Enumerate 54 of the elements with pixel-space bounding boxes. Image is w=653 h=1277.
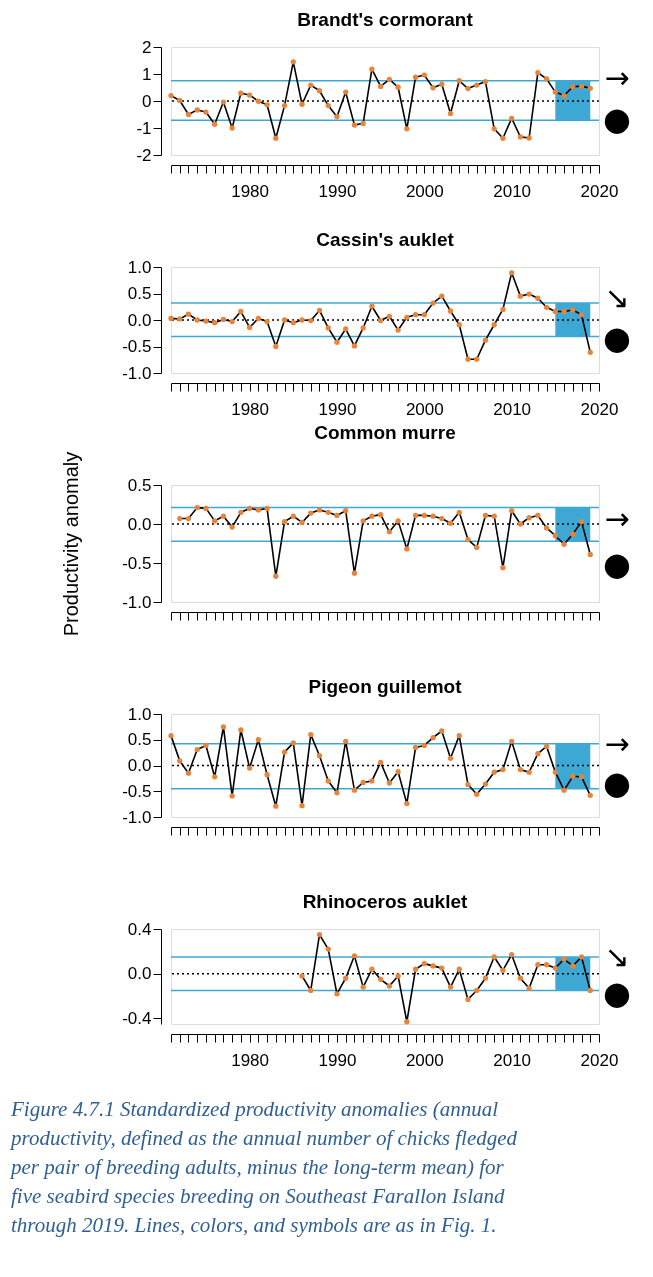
y-tick-label: 1 [142,64,152,84]
text: → [604,725,630,761]
y-tick-label: -0.5 [122,337,152,356]
y-tick-label: 0.0 [127,514,152,534]
x-tick-label: 1990 [318,1050,357,1070]
y-tick-label: 0.0 [127,310,152,330]
x-tick-label: 1980 [231,181,270,201]
y-tick-label: -1.0 [122,807,152,827]
y-tick-label: 0.5 [127,475,152,495]
x-tick-label: 2000 [405,399,444,419]
text: ● [603,319,631,358]
x-tick-label: 1990 [318,181,357,201]
text: ↘ [604,938,630,974]
y-tick-label: -1.0 [122,592,152,612]
y-tick-label: 1.0 [127,704,152,724]
x-tick-label: 1980 [231,399,270,419]
x-tick-label: 2000 [405,1050,444,1070]
y-tick-label: 0.5 [127,730,152,750]
y-tick-label: -0.5 [122,553,152,573]
y-tick-label: 0.5 [127,284,152,303]
text: ↘ [604,279,630,315]
y-tick-label: 0.0 [127,964,152,984]
chart-title: Pigeon guillemot [308,676,463,697]
y-tick-label: -0.4 [122,1008,152,1028]
y-tick-label: 2 [142,37,152,57]
text: ● [603,100,631,139]
x-tick-label: 2000 [405,181,444,201]
x-tick-label: 2020 [580,1050,619,1070]
chart-title: Rhinoceros auklet [302,891,469,912]
x-tick-label: 2010 [493,399,532,419]
chart-title: Common murre [314,422,456,444]
x-tick-label: 2010 [493,1050,532,1070]
x-tick-label: 1980 [231,1050,270,1070]
text: → [604,60,630,96]
text: → [604,501,630,537]
y-axis-title: Productivity anomaly [60,451,83,637]
x-tick-label: 2020 [580,399,619,419]
y-tick-label: -1 [136,118,152,138]
y-tick-label: -2 [136,145,152,165]
text: ● [603,973,631,1012]
x-tick-label: 2020 [580,181,619,201]
y-tick-label: -1.0 [122,363,152,383]
chart-title: Brandt's cormorant [297,9,474,30]
chart-title: Cassin's auklet [316,229,455,250]
y-tick-label: 0.4 [127,919,152,939]
y-tick-label: 0 [142,91,152,111]
y-tick-label: 0.0 [127,756,152,775]
x-tick-label: 1990 [318,399,357,419]
y-tick-label: 1.0 [127,257,152,277]
caption: Figure 4.7.1 Standardized productivity anomalies (annual productivity, defined as the annual number of chicks fledged per pair of breeding adults, minus the long-term mean) for five seabird species breeding on Southeast Farallon Island through 2019. Lines, colors, and symbols are as in Fig. 1. [9,1097,518,1237]
text: ● [603,544,631,583]
y-tick-label: -0.5 [122,781,152,801]
x-tick-label: 2010 [493,181,532,201]
text: ● [603,764,631,803]
